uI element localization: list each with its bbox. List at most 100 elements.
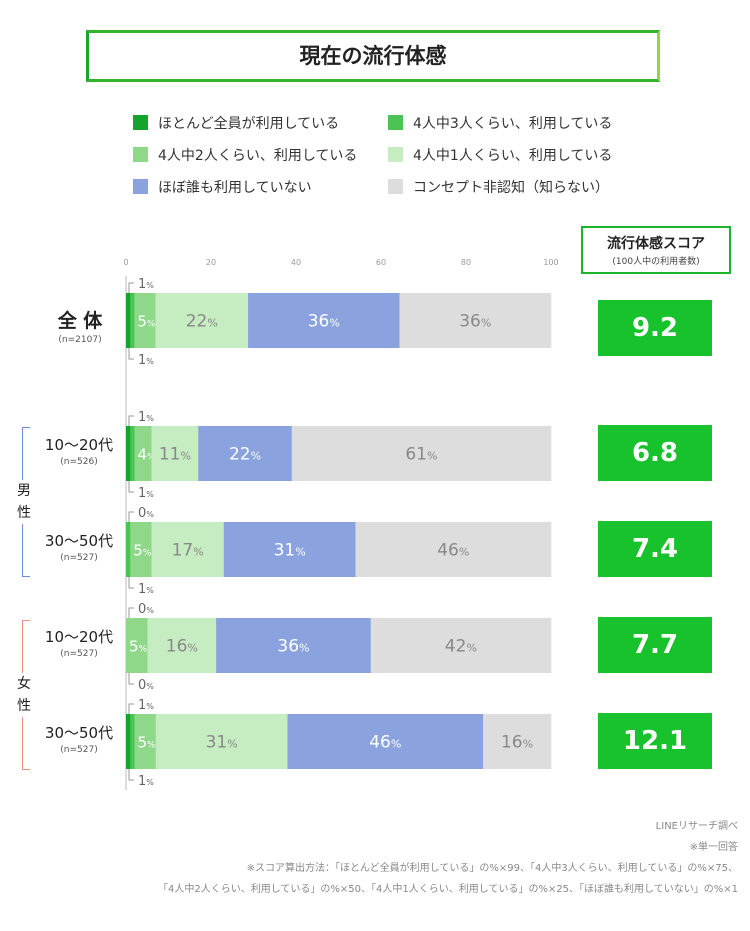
row-label-n: (n=2107) <box>58 335 102 345</box>
row-label-n: (n=527) <box>60 649 98 659</box>
legend-swatch <box>388 179 403 194</box>
score-header-subtitle: (100人中の利用者数) <box>612 257 700 267</box>
score-header-title: 流行体感スコア <box>607 236 705 252</box>
percent-unit: % <box>147 320 156 330</box>
percent-unit: % <box>193 546 203 559</box>
legend-label: 4人中3人くらい、利用している <box>413 116 613 132</box>
row-label-n: (n=526) <box>60 457 98 467</box>
row-label-total: 全 体 (n=2107) <box>40 306 120 345</box>
data-label: 17% <box>172 541 204 561</box>
percent-unit: % <box>146 606 154 615</box>
data-label: 36% <box>308 312 340 332</box>
percent-unit: % <box>329 317 339 330</box>
chart-title: 現在の流行体感 <box>299 44 447 68</box>
percent-unit: % <box>146 778 154 787</box>
callout-label: 1% <box>138 582 154 597</box>
percent-unit: % <box>299 642 309 655</box>
row-label-main: 10〜20代 <box>44 436 114 454</box>
callout-line <box>128 282 134 293</box>
percent-unit: % <box>227 738 237 751</box>
data-label: 36% <box>459 312 491 332</box>
bar-segment <box>291 426 552 481</box>
data-label: 42% <box>445 637 477 657</box>
footnote-source: LINEリサーチ調べ <box>655 821 738 832</box>
bar-segment <box>155 714 288 769</box>
bar-segment <box>147 618 217 673</box>
callout-line <box>128 769 134 781</box>
bar-segment <box>216 618 371 673</box>
data-label: 31% <box>206 733 238 753</box>
percent-unit: % <box>207 317 217 330</box>
percent-unit: % <box>146 586 154 595</box>
percent-unit: % <box>139 645 148 655</box>
callout-label: 1% <box>138 353 154 368</box>
legend-label: ほとんど全員が利用している <box>158 116 340 132</box>
callout-line <box>128 511 134 522</box>
legend-swatch <box>133 115 148 130</box>
footnote-single: ※単一回答 <box>689 842 738 853</box>
legend-swatch <box>133 147 148 162</box>
legend-label: コンセプト非認知（知らない） <box>413 180 609 196</box>
bar-segment <box>134 293 156 348</box>
data-label: 22% <box>186 312 218 332</box>
bar-segment <box>355 522 552 577</box>
percent-unit: % <box>459 546 469 559</box>
row-label-main: 10〜20代 <box>44 628 114 646</box>
row-label-female-old: 30〜50代 (n=527) <box>36 722 122 755</box>
bar-segment <box>155 293 249 348</box>
group-label-male: 男性 <box>14 480 34 524</box>
legend-label: 4人中1人くらい、利用している <box>413 148 613 164</box>
percent-unit: % <box>146 357 154 366</box>
bar-segment <box>130 426 135 481</box>
callout-line <box>128 577 134 589</box>
percent-unit: % <box>427 450 437 463</box>
callout-label: 1% <box>138 410 154 425</box>
row-label-main: 30〜50代 <box>44 532 114 550</box>
percent-unit: % <box>481 317 491 330</box>
percent-unit: % <box>391 738 401 751</box>
bar-segment <box>126 522 131 577</box>
data-label: 46% <box>437 541 469 561</box>
row-label-main: 全 体 <box>57 310 103 332</box>
data-label: 61% <box>405 445 437 465</box>
x-tick-label: 60 <box>376 258 386 267</box>
bar-segment <box>134 426 152 481</box>
x-tick-label: 100 <box>543 258 558 267</box>
percent-unit: % <box>146 490 154 499</box>
row-label-main: 30〜50代 <box>44 724 114 742</box>
footnote-method-2: 「4人中2人くらい、利用している」の%×50、「4人中1人くらい、利用している」… <box>157 884 738 895</box>
callout-line <box>128 703 134 714</box>
score-box-male-old: 7.4 <box>598 521 712 577</box>
callout-line <box>128 348 134 360</box>
percent-unit: % <box>143 549 152 559</box>
x-tick-label: 40 <box>291 258 301 267</box>
bar-segment <box>483 714 552 769</box>
x-tick-label: 20 <box>206 258 216 267</box>
group-label-female: 女性 <box>14 673 34 717</box>
bar-segment <box>370 618 552 673</box>
data-label: 36% <box>277 637 309 657</box>
percent-unit: % <box>146 414 154 423</box>
callout-line <box>128 415 134 426</box>
bar-segment <box>126 618 148 673</box>
percent-unit: % <box>180 450 190 463</box>
footnote-method-1: ※スコア算出方法：「ほとんど全員が利用している」の%×99、「4人中3人くらい、… <box>246 863 738 874</box>
bar-segment <box>126 714 131 769</box>
score-header: 流行体感スコア (100人中の利用者数) <box>581 226 731 274</box>
percent-unit: % <box>147 741 156 751</box>
bar-segment <box>198 426 293 481</box>
chart-title-box: 現在の流行体感 <box>86 30 660 82</box>
percent-unit: % <box>251 450 261 463</box>
legend-swatch <box>133 179 148 194</box>
callout-label: 1% <box>138 774 154 789</box>
bar-segment <box>130 522 152 577</box>
score-box-total: 9.2 <box>598 300 712 356</box>
data-label: 46% <box>369 733 401 753</box>
percent-unit: % <box>295 546 305 559</box>
callout-label: 1% <box>138 698 154 713</box>
legend-label: 4人中2人くらい、利用している <box>158 148 358 164</box>
bar-segment <box>134 714 157 769</box>
legend-label: ほぼ誰も利用していない <box>158 180 312 196</box>
score-box-female-young: 7.7 <box>598 617 712 673</box>
